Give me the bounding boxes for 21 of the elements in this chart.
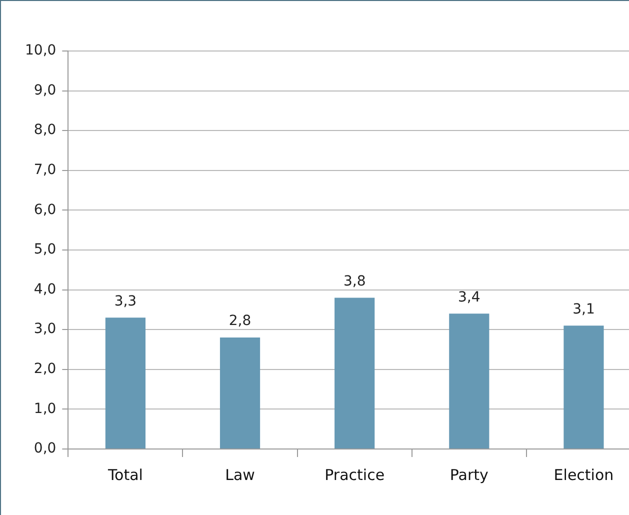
- y-tick-label: 10,0: [25, 42, 56, 59]
- y-tick-label: 3,0: [34, 321, 56, 338]
- y-tick-label: 4,0: [34, 281, 56, 298]
- data-label: 3,3: [114, 293, 137, 310]
- y-tick-label: 2,0: [34, 361, 56, 378]
- x-tick-label: Party: [450, 466, 489, 484]
- x-tick-label: Law: [225, 466, 255, 484]
- data-label: 3,4: [458, 289, 480, 306]
- y-tick-label: 6,0: [34, 202, 56, 218]
- data-label: 3,1: [572, 301, 595, 318]
- x-tick-label: Election: [554, 466, 614, 484]
- y-tick-label: 5,0: [34, 242, 56, 258]
- data-label: 3,8: [343, 273, 366, 290]
- y-tick-label: 9,0: [34, 82, 56, 98]
- data-label: 2,8: [228, 313, 252, 330]
- x-tick-label: Practice: [324, 466, 385, 484]
- y-tick-label: 0,0: [34, 440, 56, 457]
- y-tick-label: 1,0: [34, 400, 56, 417]
- y-tick-label: 8,0: [34, 122, 56, 138]
- y-tick-label: 7,0: [34, 162, 56, 178]
- x-tick-label: Total: [106, 466, 143, 484]
